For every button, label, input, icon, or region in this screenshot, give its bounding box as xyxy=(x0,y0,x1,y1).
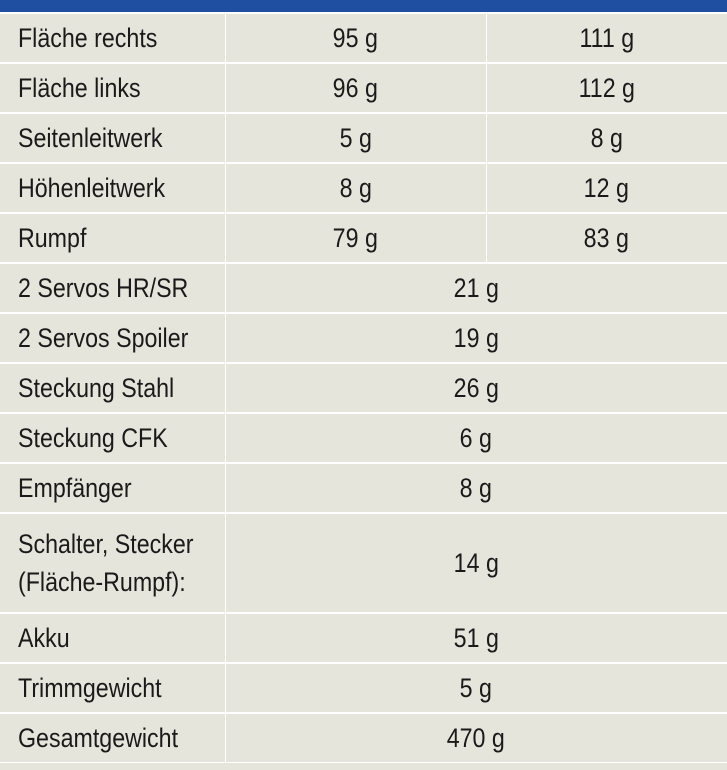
value-cell: 8 g xyxy=(485,112,727,164)
value-cell: 26 g xyxy=(224,362,727,414)
row-label: Fläche rechts xyxy=(0,12,226,64)
table-row: Steckung Stahl 26 g xyxy=(0,362,727,414)
row-label: Steckung Stahl xyxy=(0,362,226,414)
table-row: Fläche rechts 95 g 111 g xyxy=(0,12,727,64)
table-row: Rumpf 79 g 83 g xyxy=(0,212,727,264)
value-cell: 470 g xyxy=(224,712,727,763)
value-cell: 83 g xyxy=(485,212,727,264)
value-cell: 5 g xyxy=(224,112,487,164)
row-label-line: (Fläche-Rumpf): xyxy=(18,567,186,597)
value-cell: 6 g xyxy=(224,412,727,464)
table-row: Fläche links 96 g 112 g xyxy=(0,62,727,114)
table-row: Schalter, Stecker (Fläche-Rumpf): 14 g xyxy=(0,512,727,614)
value-cell: 111 g xyxy=(485,12,727,64)
table-row: Steckung CFK 6 g xyxy=(0,412,727,464)
row-label-line: Schalter, Stecker xyxy=(18,529,194,559)
value-cell: 8 g xyxy=(224,462,727,514)
value-cell: 19 g xyxy=(224,312,727,364)
value-cell: 12 g xyxy=(485,162,727,214)
value-cell: 51 g xyxy=(224,612,727,664)
row-label: Fläche links xyxy=(0,62,226,114)
table-row: Empfänger 8 g xyxy=(0,462,727,514)
table-row: 2 Servos Spoiler 19 g xyxy=(0,312,727,364)
value-cell: 8 g xyxy=(224,162,487,214)
row-label: Trimmgewicht xyxy=(0,662,226,714)
value-cell: 96 g xyxy=(224,62,487,114)
row-label: Steckung CFK xyxy=(0,412,226,464)
weight-table: Fläche rechts 95 g 111 g Fläche links 96… xyxy=(0,12,727,763)
table-row: Seitenleitwerk 5 g 8 g xyxy=(0,112,727,164)
row-label: Gesamtgewicht xyxy=(0,712,226,763)
value-cell: 112 g xyxy=(485,62,727,114)
value-cell: 14 g xyxy=(224,512,727,614)
value-cell: 79 g xyxy=(224,212,487,264)
row-label: Schalter, Stecker (Fläche-Rumpf): xyxy=(0,512,226,614)
row-label: Höhenleitwerk xyxy=(0,162,226,214)
table-header-bar xyxy=(0,0,727,12)
value-cell: 21 g xyxy=(224,262,727,314)
table-row: Gesamtgewicht 470 g xyxy=(0,712,727,763)
table-row: Höhenleitwerk 8 g 12 g xyxy=(0,162,727,214)
table-row: 2 Servos HR/SR 21 g xyxy=(0,262,727,314)
row-label: 2 Servos HR/SR xyxy=(0,262,226,314)
table-row: Akku 51 g xyxy=(0,612,727,664)
value-cell: 95 g xyxy=(224,12,487,64)
row-label: 2 Servos Spoiler xyxy=(0,312,226,364)
row-label: Akku xyxy=(0,612,226,664)
value-cell: 5 g xyxy=(224,662,727,714)
row-label: Rumpf xyxy=(0,212,226,264)
row-label: Seitenleitwerk xyxy=(0,112,226,164)
row-label: Empfänger xyxy=(0,462,226,514)
table-row: Trimmgewicht 5 g xyxy=(0,662,727,714)
